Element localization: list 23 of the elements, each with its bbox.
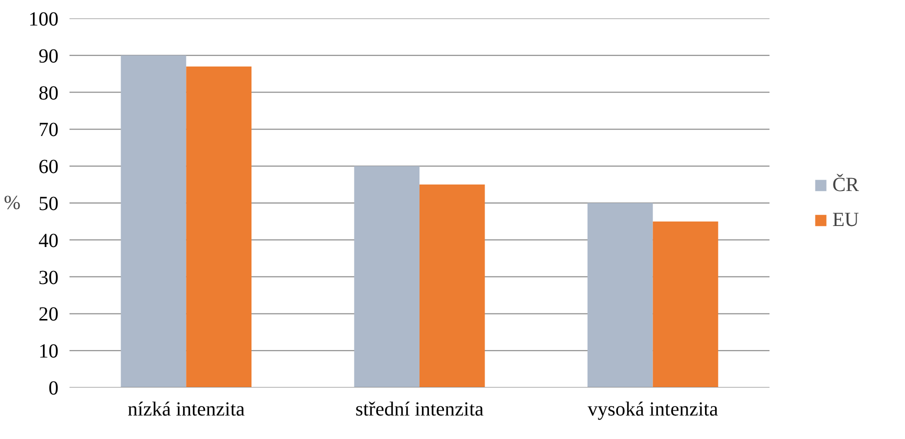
bar bbox=[186, 66, 252, 388]
y-tick-label: 20 bbox=[38, 304, 58, 326]
bar bbox=[652, 221, 718, 388]
x-tick-label: nízká intenzita bbox=[128, 398, 245, 420]
bar bbox=[420, 184, 485, 388]
bar bbox=[354, 166, 420, 388]
legend-label: ČR bbox=[832, 174, 859, 196]
bar bbox=[120, 55, 186, 388]
y-tick-label: 10 bbox=[38, 340, 58, 363]
y-tick-label: 100 bbox=[28, 8, 58, 30]
y-tick-label: 0 bbox=[48, 378, 58, 400]
y-tick-label: 70 bbox=[38, 119, 58, 142]
y-tick-label: 80 bbox=[38, 82, 58, 104]
y-tick-label: 90 bbox=[38, 45, 58, 68]
bar bbox=[588, 203, 653, 388]
y-axis-title: % bbox=[4, 192, 21, 214]
x-tick-label: vysoká intenzita bbox=[588, 398, 718, 420]
y-tick-label: 40 bbox=[38, 230, 58, 252]
y-tick-label: 30 bbox=[38, 266, 58, 289]
y-tick-label: 50 bbox=[38, 193, 58, 215]
legend-label: EU bbox=[832, 208, 859, 232]
x-tick-label: střední intenzita bbox=[355, 398, 484, 420]
y-tick-label: 60 bbox=[38, 156, 58, 178]
